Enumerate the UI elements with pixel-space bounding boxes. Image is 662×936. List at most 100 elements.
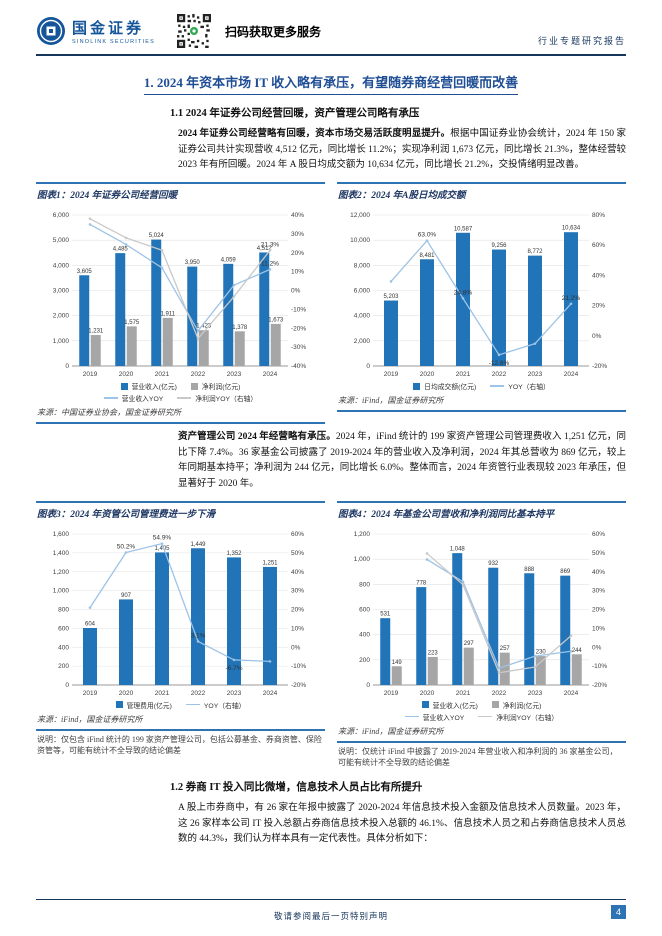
legend-item: 净利润YOY（右轴）	[478, 712, 558, 722]
legend-item: 管理费用(亿元)	[115, 700, 172, 710]
svg-text:1,251: 1,251	[262, 560, 278, 566]
svg-text:6,000: 6,000	[354, 288, 371, 295]
page-footer: 敬请参阅最后一页特别声明 4	[36, 899, 626, 924]
figure-row-2: 图表3：2024 年资管公司管理费进一步下滑 0 200 400 600 800 1,00…	[36, 500, 626, 769]
svg-text:2020: 2020	[119, 371, 134, 378]
logo-name-en: SINOLINK SECURITIES	[72, 39, 156, 45]
svg-text:30%: 30%	[592, 587, 605, 594]
svg-text:257: 257	[500, 646, 511, 652]
figure-2-source: 来源：iFind，国金证券研究所	[337, 395, 626, 413]
svg-text:50%: 50%	[291, 550, 304, 557]
legend-line-icon	[478, 715, 493, 718]
svg-text:2021: 2021	[456, 690, 471, 697]
svg-text:2,000: 2,000	[354, 338, 371, 345]
svg-text:-20%: -20%	[592, 682, 607, 689]
svg-text:10%: 10%	[291, 625, 304, 632]
svg-text:1,048: 1,048	[450, 546, 466, 552]
legend-item: 营业收入YOY	[103, 393, 163, 403]
svg-text:-30%: -30%	[291, 344, 306, 351]
svg-text:80%: 80%	[592, 212, 605, 219]
legend-item: YOY（右轴）	[185, 700, 245, 710]
svg-text:40%: 40%	[291, 212, 304, 219]
svg-text:869: 869	[560, 569, 571, 575]
legend-line-icon	[103, 397, 118, 399]
svg-text:400: 400	[359, 631, 370, 638]
legend-item: 净利润(亿元)	[491, 700, 541, 710]
svg-text:0: 0	[65, 363, 69, 370]
chart-fund-companies: 0 200 400 600 800 1,000 1,200 -20% -10% 0% 10% 20% 3…	[354, 531, 608, 697]
legend-line-icon	[177, 397, 192, 399]
svg-text:63.0%: 63.0%	[418, 232, 437, 239]
svg-text:0: 0	[65, 682, 69, 689]
figure-1: 图表1：2024 年证券公司经营回暖 0 1,000 2,000 3,000 4,000…	[36, 182, 325, 425]
svg-text:2019: 2019	[83, 371, 98, 378]
paragraph-body: 2024 年，iFind 统计的 199 家资产管理公司管理费收入 1,251 …	[178, 432, 626, 490]
svg-text:2024: 2024	[263, 371, 278, 378]
svg-text:8,772: 8,772	[527, 249, 543, 255]
svg-text:2022: 2022	[191, 690, 206, 697]
paragraph-1-1-a: 2024 年证券公司经营略有回暖，资本市场交易活跃度明显提升。根据中国证券业协会…	[178, 127, 626, 174]
svg-text:230: 230	[536, 649, 547, 655]
legend-item: 营业收入(亿元)	[421, 700, 478, 710]
svg-text:10,634: 10,634	[562, 226, 581, 232]
svg-text:1,000: 1,000	[354, 556, 371, 563]
figure-4: 图表4：2024 年基金公司营收和净利润同比基本持平 0 200 400 600 800…	[337, 500, 626, 769]
svg-text:5,000: 5,000	[53, 237, 70, 244]
svg-text:1,911: 1,911	[160, 311, 175, 317]
figure-3-note: 说明：仅包含 iFind 统计的 199 家资产管理公司，包括公募基金、券商资管…	[37, 734, 322, 756]
qr-code	[177, 14, 212, 48]
legend-swatch-icon	[413, 382, 421, 390]
svg-text:2019: 2019	[83, 690, 98, 697]
svg-text:10,000: 10,000	[350, 237, 370, 244]
svg-text:-10%: -10%	[291, 306, 306, 313]
figure-3-legend: 管理费用(亿元) YOY（右轴）	[36, 700, 325, 710]
svg-text:20%: 20%	[592, 303, 605, 310]
svg-text:200: 200	[58, 663, 69, 670]
svg-text:2,000: 2,000	[53, 313, 70, 320]
paragraph-body: 根据中国证券业协会统计，2024 年 150 家证券公司共计实现营收 4,512…	[178, 129, 626, 171]
svg-text:1,000: 1,000	[53, 338, 70, 345]
subsection-heading-1-2: 1.2 券商 IT 投入同比微增，信息技术人员占比有所提升	[170, 781, 423, 793]
svg-text:778: 778	[416, 580, 427, 586]
svg-text:-6.7%: -6.7%	[226, 665, 243, 672]
svg-text:0%: 0%	[592, 644, 602, 651]
figure-row-1: 图表1：2024 年证券公司经营回暖 0 1,000 2,000 3,000 4,000…	[36, 182, 626, 425]
figure-3-source: 来源：iFind，国金证券研究所	[36, 714, 325, 731]
svg-text:40%: 40%	[592, 272, 605, 279]
svg-text:10%: 10%	[291, 269, 304, 276]
svg-text:223: 223	[428, 650, 439, 656]
svg-text:149: 149	[392, 659, 403, 665]
legend-swatch-icon	[190, 382, 198, 390]
legend-swatch-icon	[491, 701, 499, 709]
svg-text:0: 0	[366, 363, 370, 370]
svg-text:3,950: 3,950	[185, 260, 201, 266]
svg-text:10%: 10%	[592, 625, 605, 632]
svg-text:60%: 60%	[592, 242, 605, 249]
svg-text:2022: 2022	[492, 371, 507, 378]
svg-text:531: 531	[380, 611, 391, 617]
svg-text:60%: 60%	[291, 531, 304, 538]
svg-text:200: 200	[359, 657, 370, 664]
chart-asset-mgmt-fees: 0 200 400 600 800 1,000 1,200 1,400 1,600 -20% -10…	[53, 531, 307, 697]
figure-2-legend: 日均成交额(亿元) YOY（右轴）	[337, 381, 626, 391]
svg-text:2020: 2020	[420, 690, 435, 697]
report-type-label: 行业专题研究报告	[537, 36, 626, 46]
svg-text:10,587: 10,587	[454, 226, 473, 232]
svg-text:12,000: 12,000	[350, 212, 370, 219]
figure-1-legend: 营业收入(亿元) 净利润(亿元) 营业收入YOY 净利润YOY（右轴）	[36, 381, 325, 403]
svg-text:20%: 20%	[592, 606, 605, 613]
svg-text:2023: 2023	[227, 371, 242, 378]
figure-2: 图表2：2024 年A股日均成交额 0 2,000 4,000 6,000 8,000 1…	[337, 182, 626, 424]
figure-1-source: 来源：中国证券业协会，国金证券研究所	[36, 407, 325, 425]
figure-3: 图表3：2024 年资管公司管理费进一步下滑 0 200 400 600 800 1,00…	[36, 500, 325, 769]
page-header: 国金证券 SINOLINK SECURITIES 扫码	[36, 0, 626, 56]
chart-a-share-turnover: 0 2,000 4,000 6,000 8,000 10,000 12,000 -20% 0% 2…	[350, 212, 607, 378]
svg-text:800: 800	[359, 581, 370, 588]
legend-line-icon	[404, 715, 419, 718]
svg-text:2022: 2022	[492, 690, 507, 697]
svg-text:21.2%: 21.2%	[562, 295, 581, 302]
svg-text:3,605: 3,605	[77, 269, 93, 275]
svg-text:1,673: 1,673	[268, 317, 284, 323]
svg-text:21.3%: 21.3%	[261, 241, 280, 248]
svg-text:1,575: 1,575	[124, 320, 140, 326]
